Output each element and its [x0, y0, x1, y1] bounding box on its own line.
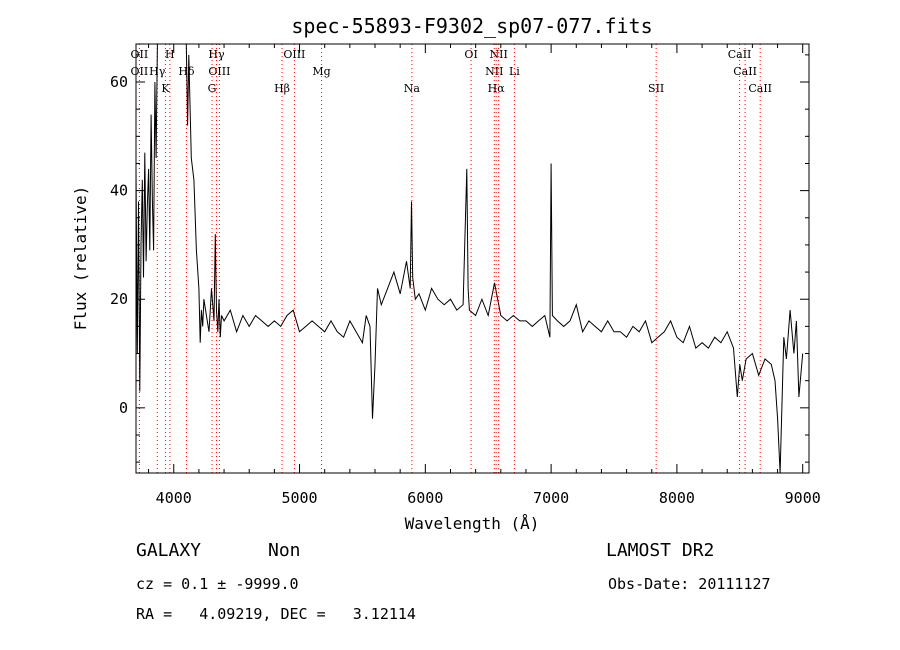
x-tick-label: 8000: [659, 489, 695, 507]
x-axis-label: Wavelength (Å): [405, 514, 540, 533]
chart-title: spec-55893-F9302_sp07-077.fits: [291, 14, 652, 38]
y-tick-label: 20: [110, 290, 128, 308]
redshift-text: cz = 0.1 ± -9999.0: [136, 575, 299, 593]
line-marker-label: Mg: [312, 65, 330, 78]
x-tick-label: 6000: [407, 489, 443, 507]
line-marker-label: G: [208, 82, 217, 95]
spectrum-series-line: [135, 43, 804, 474]
object-class: GALAXY: [136, 540, 202, 561]
line-marker-label: K: [161, 82, 170, 95]
line-marker-label: Hβ: [274, 82, 290, 95]
x-tick-label: 4000: [156, 489, 192, 507]
line-marker-label: OII: [131, 65, 149, 78]
line-marker-label: OIII: [208, 65, 230, 78]
line-marker-label: Li: [509, 65, 520, 78]
line-marker-label: NII: [490, 48, 508, 61]
line-marker-label: Hα: [488, 82, 506, 95]
line-marker-label: H: [165, 48, 175, 61]
line-marker-label: OIII: [283, 48, 305, 61]
x-tick-label: 9000: [785, 489, 821, 507]
line-marker-label: CaII: [748, 82, 772, 95]
y-tick-label: 0: [119, 399, 128, 417]
obs-date-text: Obs-Date: 20111127: [608, 575, 771, 593]
y-tick-label: 40: [110, 182, 128, 200]
coordinates-text: RA = 4.09219, DEC = 3.12114: [136, 605, 416, 623]
axis-ticks: 4000 5000 6000 7000 8000 9000 0 20 40 60: [110, 44, 821, 507]
line-marker-label: OI: [464, 48, 477, 61]
survey-name: LAMOST DR2: [606, 540, 715, 561]
line-marker-label: CaII: [728, 48, 752, 61]
object-subclass: Non: [268, 540, 301, 561]
plot-frame: [135, 43, 810, 474]
y-tick-label: 60: [110, 73, 128, 91]
x-tick-label: 5000: [281, 489, 317, 507]
y-axis-label: Flux (relative): [71, 186, 90, 331]
x-tick-label: 7000: [533, 489, 569, 507]
line-marker-label: NII: [485, 65, 503, 78]
line-markers: [138, 44, 761, 473]
line-marker-label: Hγ: [208, 48, 225, 61]
line-marker-label: SII: [648, 82, 664, 95]
line-marker-label: CaII: [733, 65, 757, 78]
line-marker-label: Na: [404, 82, 421, 95]
